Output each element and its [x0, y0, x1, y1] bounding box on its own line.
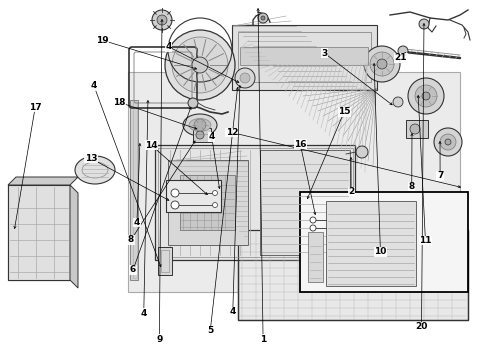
Ellipse shape	[189, 118, 210, 131]
Bar	[8, 185, 70, 280]
Circle shape	[369, 52, 393, 76]
Text: 10: 10	[373, 248, 386, 256]
Text: 5: 5	[207, 326, 213, 335]
Circle shape	[309, 225, 315, 231]
Circle shape	[192, 57, 207, 73]
Bar	[260, 150, 349, 255]
Bar	[165, 180, 221, 212]
Text: 8: 8	[408, 182, 414, 191]
Polygon shape	[8, 185, 70, 280]
Bar	[307, 232, 323, 282]
Text: 16: 16	[293, 140, 306, 149]
Bar	[155, 145, 354, 260]
Text: 21: 21	[394, 53, 407, 62]
Bar	[299, 192, 467, 292]
Circle shape	[433, 128, 461, 156]
Circle shape	[414, 85, 436, 107]
Polygon shape	[8, 177, 78, 185]
Bar	[231, 25, 376, 90]
Text: 15: 15	[337, 107, 350, 116]
Circle shape	[194, 119, 205, 131]
Text: 11: 11	[418, 236, 431, 245]
Circle shape	[355, 146, 367, 158]
Polygon shape	[70, 185, 78, 288]
Bar	[158, 148, 352, 257]
Circle shape	[152, 10, 172, 30]
Circle shape	[212, 202, 217, 207]
Circle shape	[418, 19, 428, 29]
Bar	[238, 230, 467, 320]
Bar	[238, 230, 467, 320]
Bar	[240, 47, 367, 65]
Circle shape	[157, 15, 167, 25]
Circle shape	[171, 201, 179, 209]
Circle shape	[376, 59, 386, 69]
Bar	[325, 201, 415, 286]
Circle shape	[363, 46, 399, 82]
Bar	[161, 250, 169, 272]
Text: 12: 12	[225, 128, 238, 137]
Text: 19: 19	[96, 36, 109, 45]
Circle shape	[444, 139, 450, 145]
Bar	[405, 120, 427, 138]
Circle shape	[409, 124, 419, 134]
Bar	[238, 32, 370, 82]
Circle shape	[421, 92, 429, 100]
Text: 14: 14	[145, 141, 158, 150]
Text: 20: 20	[414, 323, 427, 332]
Circle shape	[172, 37, 227, 93]
Ellipse shape	[183, 114, 217, 136]
Text: 4: 4	[208, 132, 215, 141]
Text: 9: 9	[156, 335, 163, 343]
Circle shape	[164, 30, 235, 100]
Text: 13: 13	[84, 154, 97, 163]
Text: 4: 4	[165, 42, 172, 51]
Text: 7: 7	[436, 171, 443, 180]
Circle shape	[261, 16, 264, 20]
Bar	[130, 100, 138, 280]
Circle shape	[392, 97, 402, 107]
Text: 8: 8	[128, 235, 134, 244]
Bar	[168, 160, 247, 245]
Text: 6: 6	[130, 266, 136, 275]
Circle shape	[187, 98, 198, 108]
Bar	[180, 175, 235, 230]
Text: 4: 4	[133, 218, 140, 227]
Text: 4: 4	[90, 81, 97, 90]
Circle shape	[258, 13, 267, 23]
Bar	[158, 247, 172, 275]
Circle shape	[196, 131, 203, 139]
Text: 18: 18	[113, 98, 125, 107]
Text: 4: 4	[229, 307, 236, 316]
Circle shape	[407, 78, 443, 114]
Circle shape	[212, 190, 217, 195]
Text: 17: 17	[29, 103, 41, 112]
Text: 3: 3	[321, 49, 327, 58]
Circle shape	[171, 189, 179, 197]
Circle shape	[309, 217, 315, 223]
Bar	[193, 128, 210, 142]
Circle shape	[235, 68, 254, 88]
Circle shape	[397, 46, 407, 56]
Bar	[133, 102, 137, 278]
Ellipse shape	[75, 156, 115, 184]
Text: 1: 1	[260, 335, 265, 343]
Bar	[128, 72, 459, 292]
Circle shape	[240, 73, 249, 83]
Text: 2: 2	[347, 187, 353, 196]
Circle shape	[439, 134, 455, 150]
Text: 4: 4	[140, 309, 147, 318]
